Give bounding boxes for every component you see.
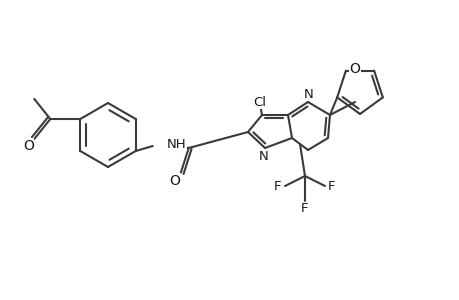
Text: NH: NH: [166, 137, 186, 151]
Text: Cl: Cl: [253, 95, 266, 109]
Text: F: F: [328, 181, 335, 194]
Text: O: O: [169, 174, 180, 188]
Text: O: O: [349, 61, 359, 76]
Text: N: N: [303, 88, 313, 100]
Text: N: N: [258, 149, 269, 163]
Text: O: O: [23, 139, 34, 153]
Text: F: F: [274, 181, 281, 194]
Text: F: F: [301, 202, 308, 215]
